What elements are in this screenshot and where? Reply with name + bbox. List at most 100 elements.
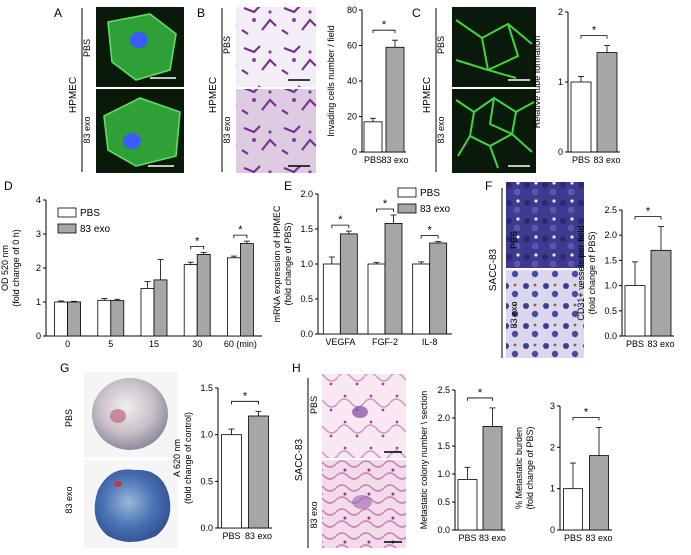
chart-d: 0 1 2 3 4 OD 520 nm (fold change of 0 h) 0 5 15 30… <box>0 195 262 349</box>
chart-f-ytick-label-1: 0.5 <box>604 306 617 316</box>
chart-h2-sig-label: * <box>584 406 589 418</box>
chart-d-ytick-label-3: 3 <box>36 229 41 239</box>
chart-e-xtick-label-0: VEGFA <box>325 337 355 347</box>
chart-d-bar-1-1 <box>110 300 125 337</box>
chart-e-legend-swatch-0 <box>397 187 417 198</box>
chart-h1-ytick-label-3: 1.5 <box>437 441 450 451</box>
panel-h-letter: H <box>292 361 301 375</box>
chart-e-sig-label-0: * <box>338 214 343 226</box>
chart-g-ytick-label-0: 0.0 <box>200 523 213 533</box>
chart-e-ytick-label-0: 0.0 <box>300 329 313 339</box>
chart-h2-ylabel-line-1: % Metastatic burden <box>514 427 524 509</box>
chart-b-bar-0 <box>363 121 383 153</box>
chart-h1-xtick-label-0: PBS <box>458 533 476 543</box>
chart-d-xtick-label-1: 5 <box>108 339 113 349</box>
chart-e-legend-label-0: PBS <box>420 188 440 199</box>
chart-g-bar-0 <box>221 434 242 529</box>
chart-d-legend-label-1: 83 exo <box>80 224 110 235</box>
chart-c-xtick-label-1: 83 exo <box>593 155 620 165</box>
chart-d-bar-2-1 <box>153 279 168 337</box>
chart-b-ytick-label-1: 20 <box>347 112 357 122</box>
panel-f-image-pbs <box>506 182 584 268</box>
chart-b-ytick-label-3: 60 <box>347 41 357 51</box>
panel-f: F SACC-83 PBS 83 exo <box>485 179 584 358</box>
chart-d-legend-label-0: PBS <box>80 208 100 219</box>
chart-d-sig-bracket-0 <box>190 245 205 250</box>
panel-f-label-exo: 83 exo <box>509 301 519 328</box>
panel-a-label-exo: 83 exo <box>82 116 92 143</box>
panel-c-tubes-exo <box>455 96 535 169</box>
chart-f-ytick-label-3: 1.5 <box>604 255 617 265</box>
panel-h-label-pbs: PBS <box>309 396 319 414</box>
panel-a-nucleus-pbs <box>130 32 148 48</box>
chart-e-bar-0-0 <box>322 263 341 335</box>
chart-f-bar-1 <box>650 249 672 337</box>
chart-e-bar-1-1 <box>384 222 403 335</box>
panel-c-image-pbs <box>452 7 536 87</box>
chart-b-xtick-label-0: PBS <box>364 155 382 165</box>
chart-h2-bar-0 <box>563 488 583 531</box>
chart-h2-xtick-label-0: PBS <box>564 533 582 543</box>
chart-d-bar-0-0 <box>54 301 68 337</box>
panel-f-letter: F <box>485 179 492 193</box>
chart-d-xtick-label-3: 30 <box>192 339 202 349</box>
panel-b-image-pbs <box>236 7 316 87</box>
chart-h2-sig-bracket <box>572 417 600 421</box>
chart-d-sig-label-0: * <box>195 235 200 247</box>
chart-d-bar-4-0 <box>226 257 241 337</box>
chart-e-bar-2-1 <box>429 242 448 335</box>
chart-c-bar-0 <box>570 81 592 153</box>
panel-h: H SACC-83 PBS 83 exo <box>292 361 406 548</box>
chart-h1: 0.0 0.5 1.0 1.5 2.0 2.5 Metastatic colony numb… <box>419 385 506 543</box>
chart-h1-ytick-label-5: 2.5 <box>437 385 450 395</box>
chart-f-ylabel-line-2: (fold change of PBS) <box>587 231 597 314</box>
chart-b-sig-bracket <box>372 29 396 34</box>
chart-h1-bar-0 <box>457 479 478 531</box>
chart-h1-bar-1 <box>482 425 503 531</box>
panel-g-lung-pbs <box>92 378 168 450</box>
panel-g-lung-exo <box>94 469 171 542</box>
chart-d-sig-label-1: * <box>238 224 243 236</box>
chart-h1-sig-label: * <box>478 387 483 399</box>
chart-d-bar-0-1 <box>67 301 81 337</box>
chart-h1-ytick-label-0: 0.0 <box>437 525 450 535</box>
panel-b-row-label: HPMEC <box>208 77 219 113</box>
panel-c-label-exo: 83 exo <box>436 116 446 143</box>
chart-b-sig-label: * <box>382 19 387 31</box>
chart-h2-bar-1 <box>589 455 609 531</box>
chart-c-ytick-label-2: 2 <box>558 7 563 17</box>
chart-e-sig-label-2: * <box>428 225 433 237</box>
chart-f-ytick-label-2: 1.0 <box>604 281 617 291</box>
chart-g-ytick-label-3: 1.5 <box>200 383 213 393</box>
chart-e-bar-2-0 <box>412 263 431 335</box>
chart-d-bar-2-0 <box>140 287 155 337</box>
chart-g-ytick-label-1: 0.5 <box>200 476 213 486</box>
panel-g-label-exo: 83 exo <box>64 486 74 513</box>
chart-g-ylabel-line-2: (fold change of control) <box>183 412 193 504</box>
panel-f-row-label: SACC-83 <box>488 248 499 291</box>
chart-d-ytick-label-1: 1 <box>36 297 41 307</box>
chart-h2-ytick-label-2: 2 <box>550 442 555 452</box>
chart-e-legend-label-1: 83 exo <box>420 204 450 215</box>
chart-d-ytick-label-0: 0 <box>36 331 41 341</box>
chart-b-ylabel: Invading cells number / field <box>326 25 336 137</box>
chart-g: 0.0 0.5 1.0 1.5 A 620 nm (fold change of cont… <box>172 383 272 541</box>
panel-f-label-pbs: PBS <box>509 231 519 249</box>
chart-c-bar-1 <box>596 52 618 153</box>
chart-d-xtick-label-4: 60 (min) <box>224 339 257 349</box>
chart-g-ytick-label-2: 1.0 <box>200 430 213 440</box>
chart-c-ytick-label-1: 1 <box>558 77 563 87</box>
panel-a: A HPMEC PBS 83 exo <box>54 6 184 173</box>
chart-e-bar-0-1 <box>339 233 358 335</box>
panel-g: G PBS 83 exo <box>60 361 178 548</box>
chart-h2-xtick-label-1: 83 exo <box>585 533 612 543</box>
chart-d-bar-4-1 <box>239 243 254 337</box>
panel-h-label-exo: 83 exo <box>309 501 319 528</box>
panel-b-letter: B <box>197 6 205 20</box>
chart-e-sig-bracket-0 <box>331 224 350 229</box>
chart-g-sig-bracket <box>231 400 259 405</box>
chart-f-ytick-label-4: 2.0 <box>604 230 617 240</box>
panel-g-label-pbs: PBS <box>64 409 74 427</box>
chart-d-xtick-label-2: 15 <box>149 339 159 349</box>
chart-e-ytick-label-2: 1.0 <box>300 259 313 269</box>
